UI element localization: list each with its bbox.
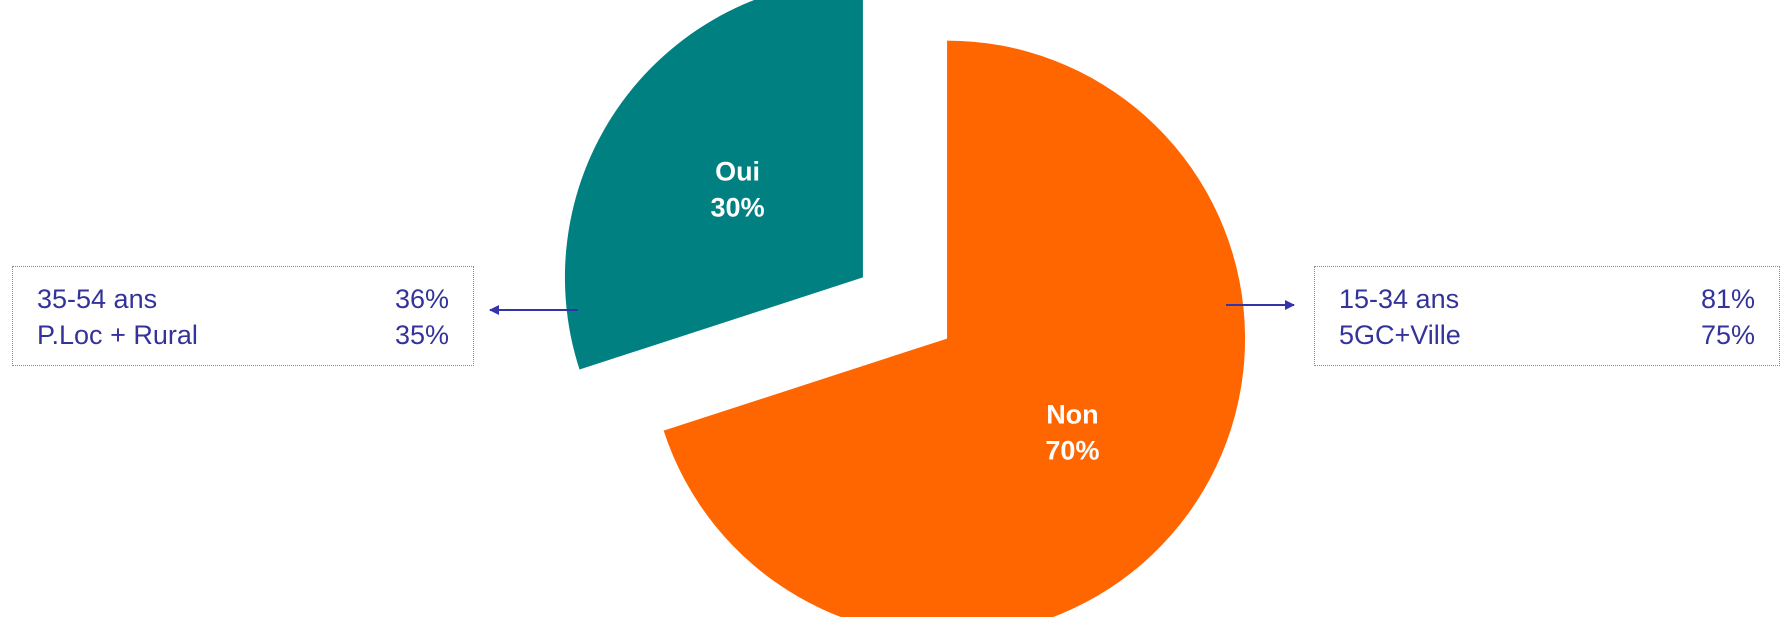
slice-name-non: Non: [1046, 400, 1098, 430]
oui-annotation-row: 35-54 ans 36%: [37, 281, 449, 317]
non-annotation-row: 15-34 ans 81%: [1339, 281, 1755, 317]
non-annotation-value: 81%: [1700, 284, 1755, 314]
oui-annotation-label: P.Loc + Rural: [37, 320, 198, 350]
slice-value-non: 70%: [1045, 436, 1099, 466]
non-annotation-value: 75%: [1700, 320, 1755, 350]
oui-annotation-value: 35%: [394, 320, 449, 350]
slice-name-oui: Oui: [715, 156, 760, 186]
slice-value-oui: 30%: [711, 192, 765, 222]
oui-annotation-value: 36%: [394, 284, 449, 314]
oui-annotation-label: 35-54 ans: [37, 284, 158, 314]
oui-annotation-row: P.Loc + Rural 35%: [37, 317, 449, 353]
oui-annotation-box: 35-54 ans 36% P.Loc + Rural 35%: [12, 266, 474, 366]
non-annotation-label: 5GC+Ville: [1339, 320, 1461, 350]
non-annotation-row: 5GC+Ville 75%: [1339, 317, 1755, 353]
non-annotation-box: 15-34 ans 81% 5GC+Ville 75%: [1314, 266, 1780, 366]
pie-slice-non: [663, 40, 1246, 617]
non-annotation-label: 15-34 ans: [1339, 284, 1460, 314]
pie-slice-oui: [564, 0, 863, 370]
